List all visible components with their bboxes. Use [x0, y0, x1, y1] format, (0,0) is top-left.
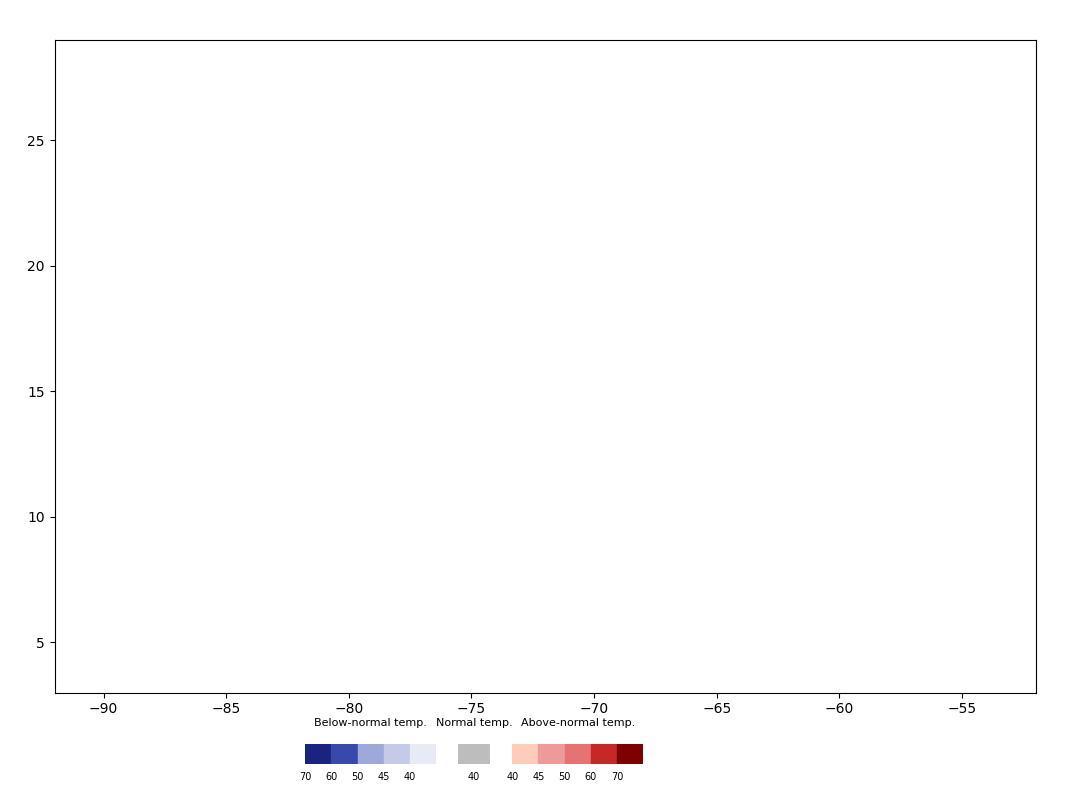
Bar: [512, 744, 538, 764]
Text: 45: 45: [377, 772, 390, 782]
Text: 60: 60: [325, 772, 338, 782]
Text: Above-normal temp.: Above-normal temp.: [521, 718, 634, 728]
Bar: [358, 744, 384, 764]
Text: 50: 50: [351, 772, 364, 782]
Text: 70: 70: [299, 772, 312, 782]
Bar: [305, 744, 331, 764]
Bar: [565, 744, 591, 764]
Text: 50: 50: [558, 772, 571, 782]
Bar: [410, 744, 436, 764]
Text: 60: 60: [584, 772, 597, 782]
Text: Below-normal temp.: Below-normal temp.: [314, 718, 427, 728]
Text: 45: 45: [532, 772, 545, 782]
Text: 40: 40: [506, 772, 519, 782]
Text: 40: 40: [403, 772, 416, 782]
Bar: [591, 744, 617, 764]
Text: 40: 40: [468, 772, 481, 782]
Bar: [331, 744, 358, 764]
Bar: [538, 744, 565, 764]
Bar: [617, 744, 643, 764]
Bar: [384, 744, 410, 764]
Text: Normal temp.: Normal temp.: [436, 718, 512, 728]
Text: 70: 70: [610, 772, 623, 782]
